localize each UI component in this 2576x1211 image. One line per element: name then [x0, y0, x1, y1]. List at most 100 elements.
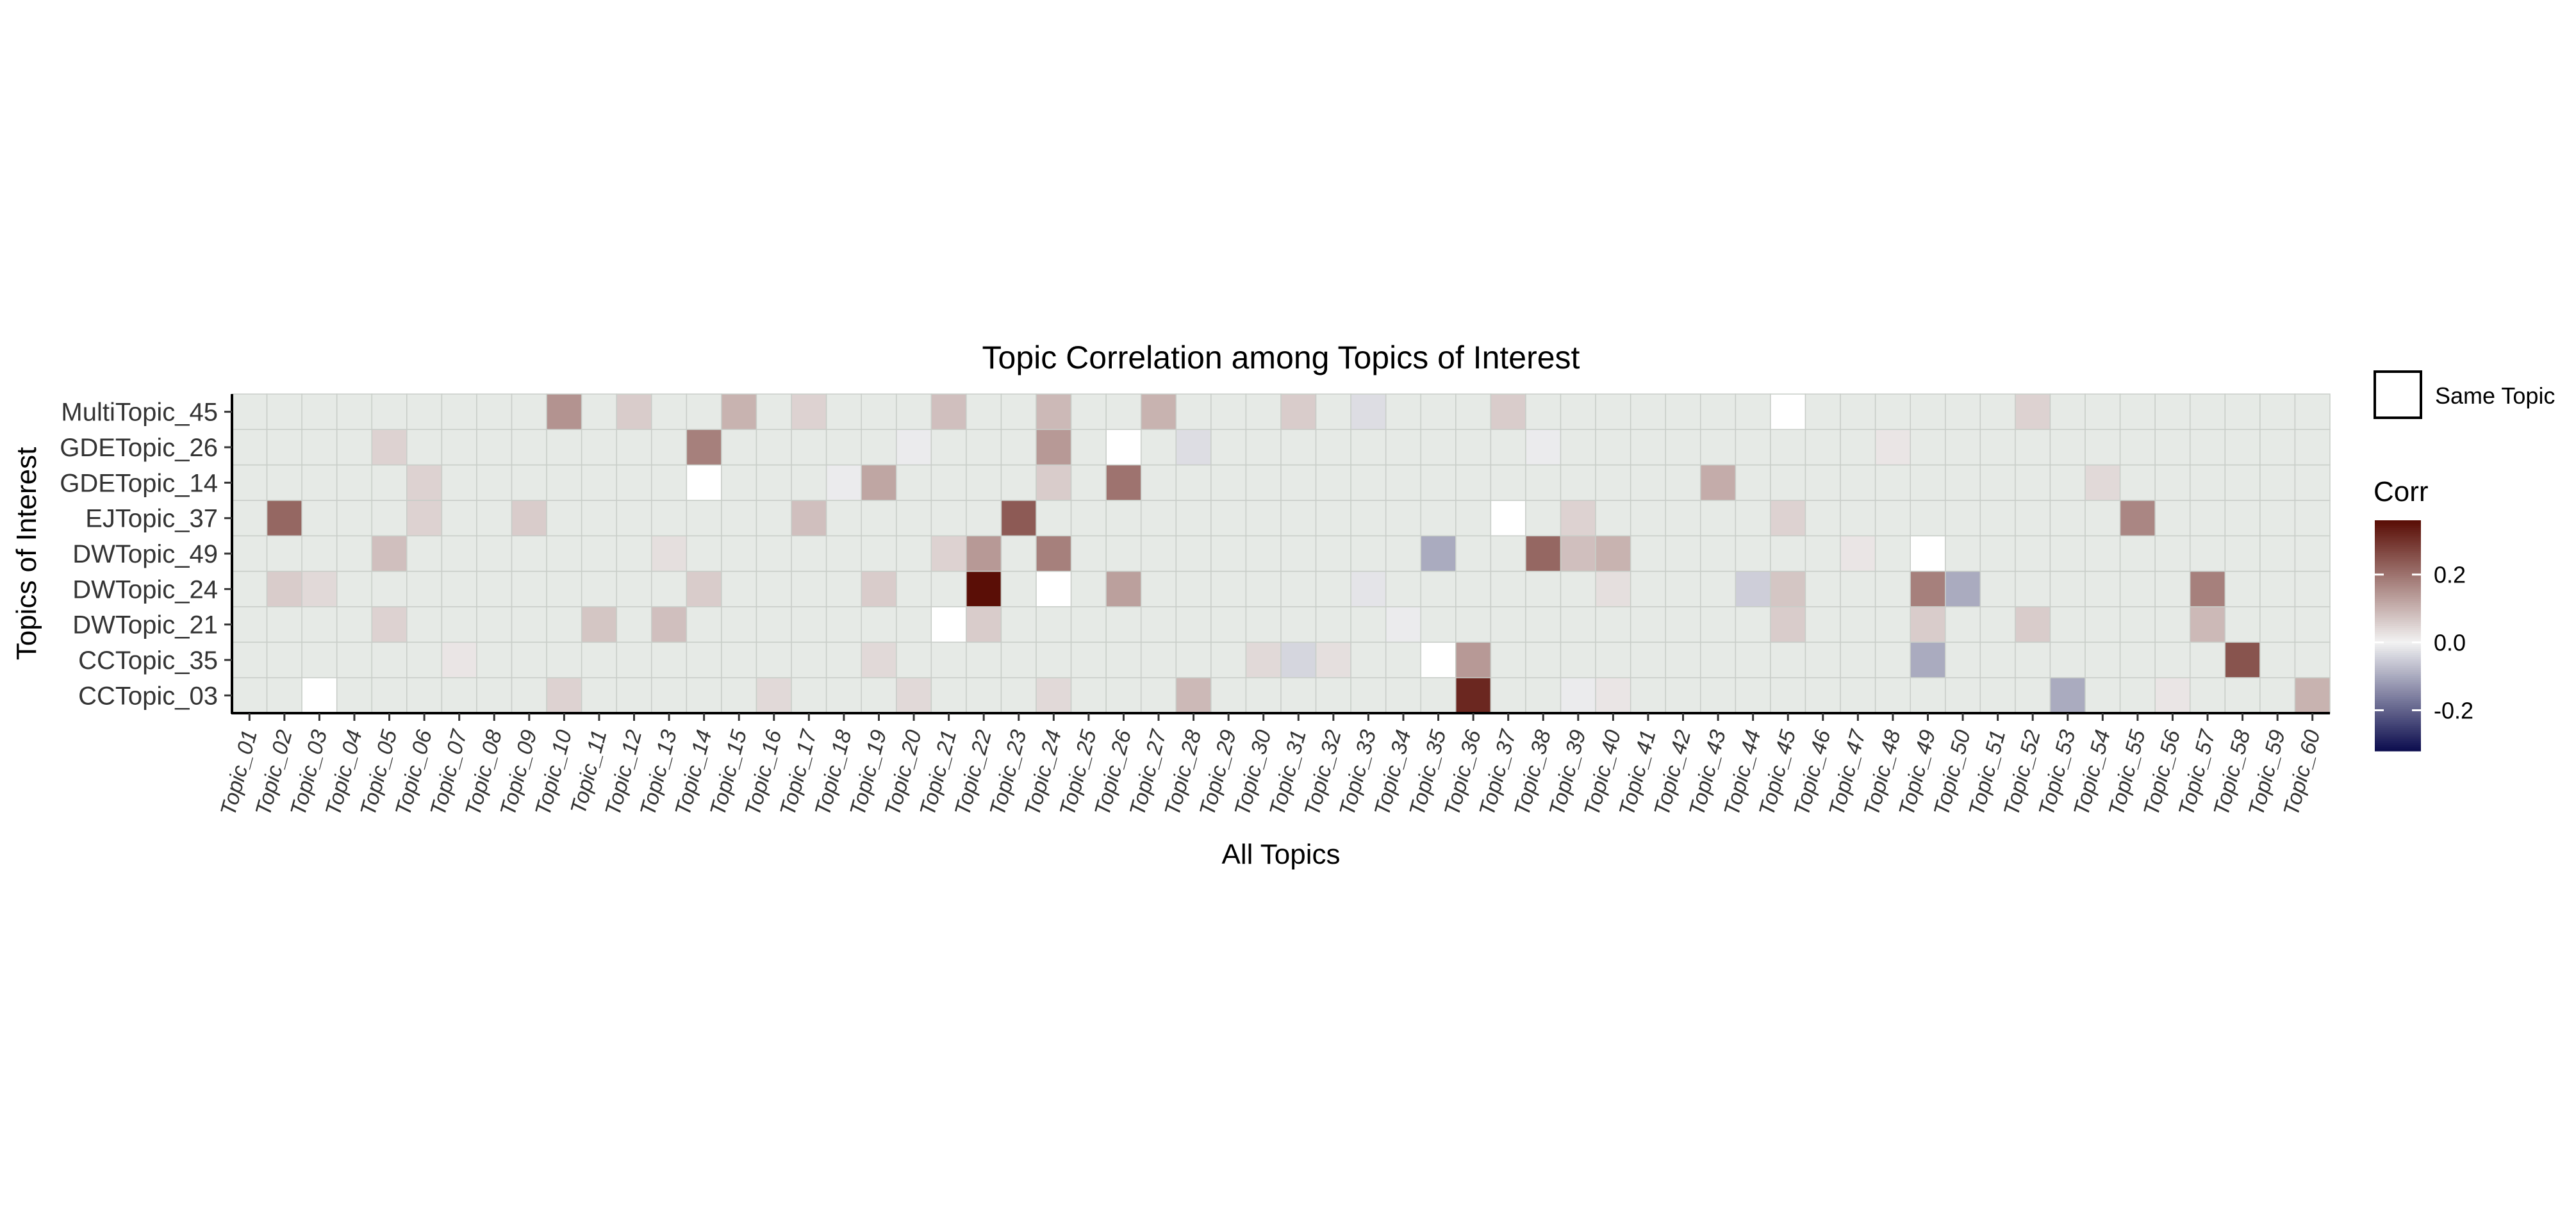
heatmap-cell [1595, 570, 1631, 607]
colorbar-segment [2375, 718, 2421, 721]
heatmap-cell [406, 393, 443, 431]
heatmap-cell [1735, 464, 1771, 501]
colorbar-segment [2375, 559, 2421, 561]
heatmap-cell [336, 641, 373, 679]
heatmap-cell [266, 500, 302, 537]
heatmap-cell [1525, 677, 1562, 714]
heatmap-cell [2294, 677, 2331, 714]
heatmap-cell [861, 535, 897, 572]
heatmap-cell [231, 500, 268, 537]
heatmap-cell [1665, 464, 1701, 501]
heatmap-cell [406, 464, 443, 501]
heatmap-cell [1105, 606, 1142, 643]
colorbar-segment [2375, 739, 2421, 742]
colorbar-segment [2375, 686, 2421, 688]
colorbar-segment [2375, 611, 2421, 613]
heatmap-cell [1350, 500, 1387, 537]
heatmap-cell [1175, 535, 1212, 572]
heatmap-cell [651, 570, 688, 607]
heatmap-cell [1420, 464, 1457, 501]
heatmap-cell [1630, 677, 1666, 714]
heatmap-cell [1665, 535, 1701, 572]
colorbar-segment [2375, 743, 2421, 746]
heatmap-cell [1979, 677, 2016, 714]
heatmap-cell [1350, 464, 1387, 501]
colorbar-segment [2375, 643, 2421, 646]
heatmap-cell [1490, 393, 1526, 431]
heatmap-cell [1490, 570, 1526, 607]
heatmap-cell [686, 606, 722, 643]
heatmap-cell [1874, 677, 1911, 714]
heatmap-cell [1455, 535, 1492, 572]
same-topic-cell [1910, 535, 1946, 572]
heatmap-cell [476, 429, 513, 466]
heatmap-cell [1979, 429, 2016, 466]
heatmap-cell [1105, 677, 1142, 714]
colorbar-tick-label: -0.2 [2434, 697, 2473, 723]
heatmap-cell [1804, 570, 1841, 607]
heatmap-cell [1945, 677, 1981, 714]
colorbar-segment [2375, 591, 2421, 594]
heatmap-cell [1979, 606, 2016, 643]
heatmap-cell [2189, 429, 2226, 466]
colorbar-segment [2375, 647, 2421, 650]
heatmap-cell [930, 393, 967, 431]
heatmap-cell [1874, 570, 1911, 607]
heatmap-cell [686, 570, 722, 607]
heatmap-cell [616, 606, 652, 643]
heatmap-cell [336, 393, 373, 431]
heatmap-cell [1560, 500, 1596, 537]
heatmap-cell [1070, 500, 1107, 537]
heatmap-cell [1665, 393, 1701, 431]
heatmap-cell [825, 641, 862, 679]
heatmap-cell [1945, 570, 1981, 607]
colorbar-segment [2375, 520, 2421, 523]
heatmap-cell [651, 393, 688, 431]
heatmap-cell [2015, 429, 2051, 466]
heatmap-cell [1945, 641, 1981, 679]
heatmap-cell [1315, 429, 1351, 466]
colorbar-segment [2375, 670, 2421, 673]
heatmap-cell [1140, 429, 1177, 466]
heatmap-cell [861, 464, 897, 501]
heatmap-cell [1490, 464, 1526, 501]
heatmap-cell [1945, 464, 1981, 501]
heatmap-cell [2294, 641, 2331, 679]
heatmap-cell [1245, 500, 1282, 537]
y-tick-label: DWTopic_21 [72, 611, 218, 639]
same-topic-cell [1036, 570, 1072, 607]
heatmap-cell [1000, 677, 1037, 714]
heatmap-cell [966, 641, 1002, 679]
colorbar-segment [2375, 722, 2421, 725]
heatmap-cell [1910, 606, 1946, 643]
heatmap-cell [1595, 464, 1631, 501]
heatmap-cell [1070, 606, 1107, 643]
y-tick-label: DWTopic_49 [72, 540, 218, 568]
colorbar-segment [2375, 553, 2421, 556]
heatmap-cell [1560, 429, 1596, 466]
heatmap-cell [2189, 641, 2226, 679]
heatmap-cell [511, 429, 547, 466]
heatmap-cell [930, 464, 967, 501]
heatmap-cell [2154, 641, 2191, 679]
heatmap-cell [755, 500, 792, 537]
colorbar-segment [2375, 574, 2421, 577]
heatmap-cell [1385, 393, 1422, 431]
heatmap-cell [1140, 393, 1177, 431]
heatmap-cell [1770, 429, 1806, 466]
heatmap-cell [2119, 500, 2156, 537]
heatmap-cell [1175, 570, 1212, 607]
heatmap-cell [2085, 535, 2121, 572]
heatmap-cells [231, 393, 2331, 714]
heatmap-cell [1874, 535, 1911, 572]
heatmap-cell [1455, 641, 1492, 679]
heatmap-cell [1280, 464, 1317, 501]
heatmap-cell [231, 677, 268, 714]
heatmap-cell [1070, 464, 1107, 501]
heatmap-cell [2189, 500, 2226, 537]
colorbar-segment [2375, 680, 2421, 682]
heatmap-cell [651, 429, 688, 466]
colorbar-segment [2375, 732, 2421, 734]
colorbar-segment [2375, 747, 2421, 750]
heatmap-cell [2154, 677, 2191, 714]
